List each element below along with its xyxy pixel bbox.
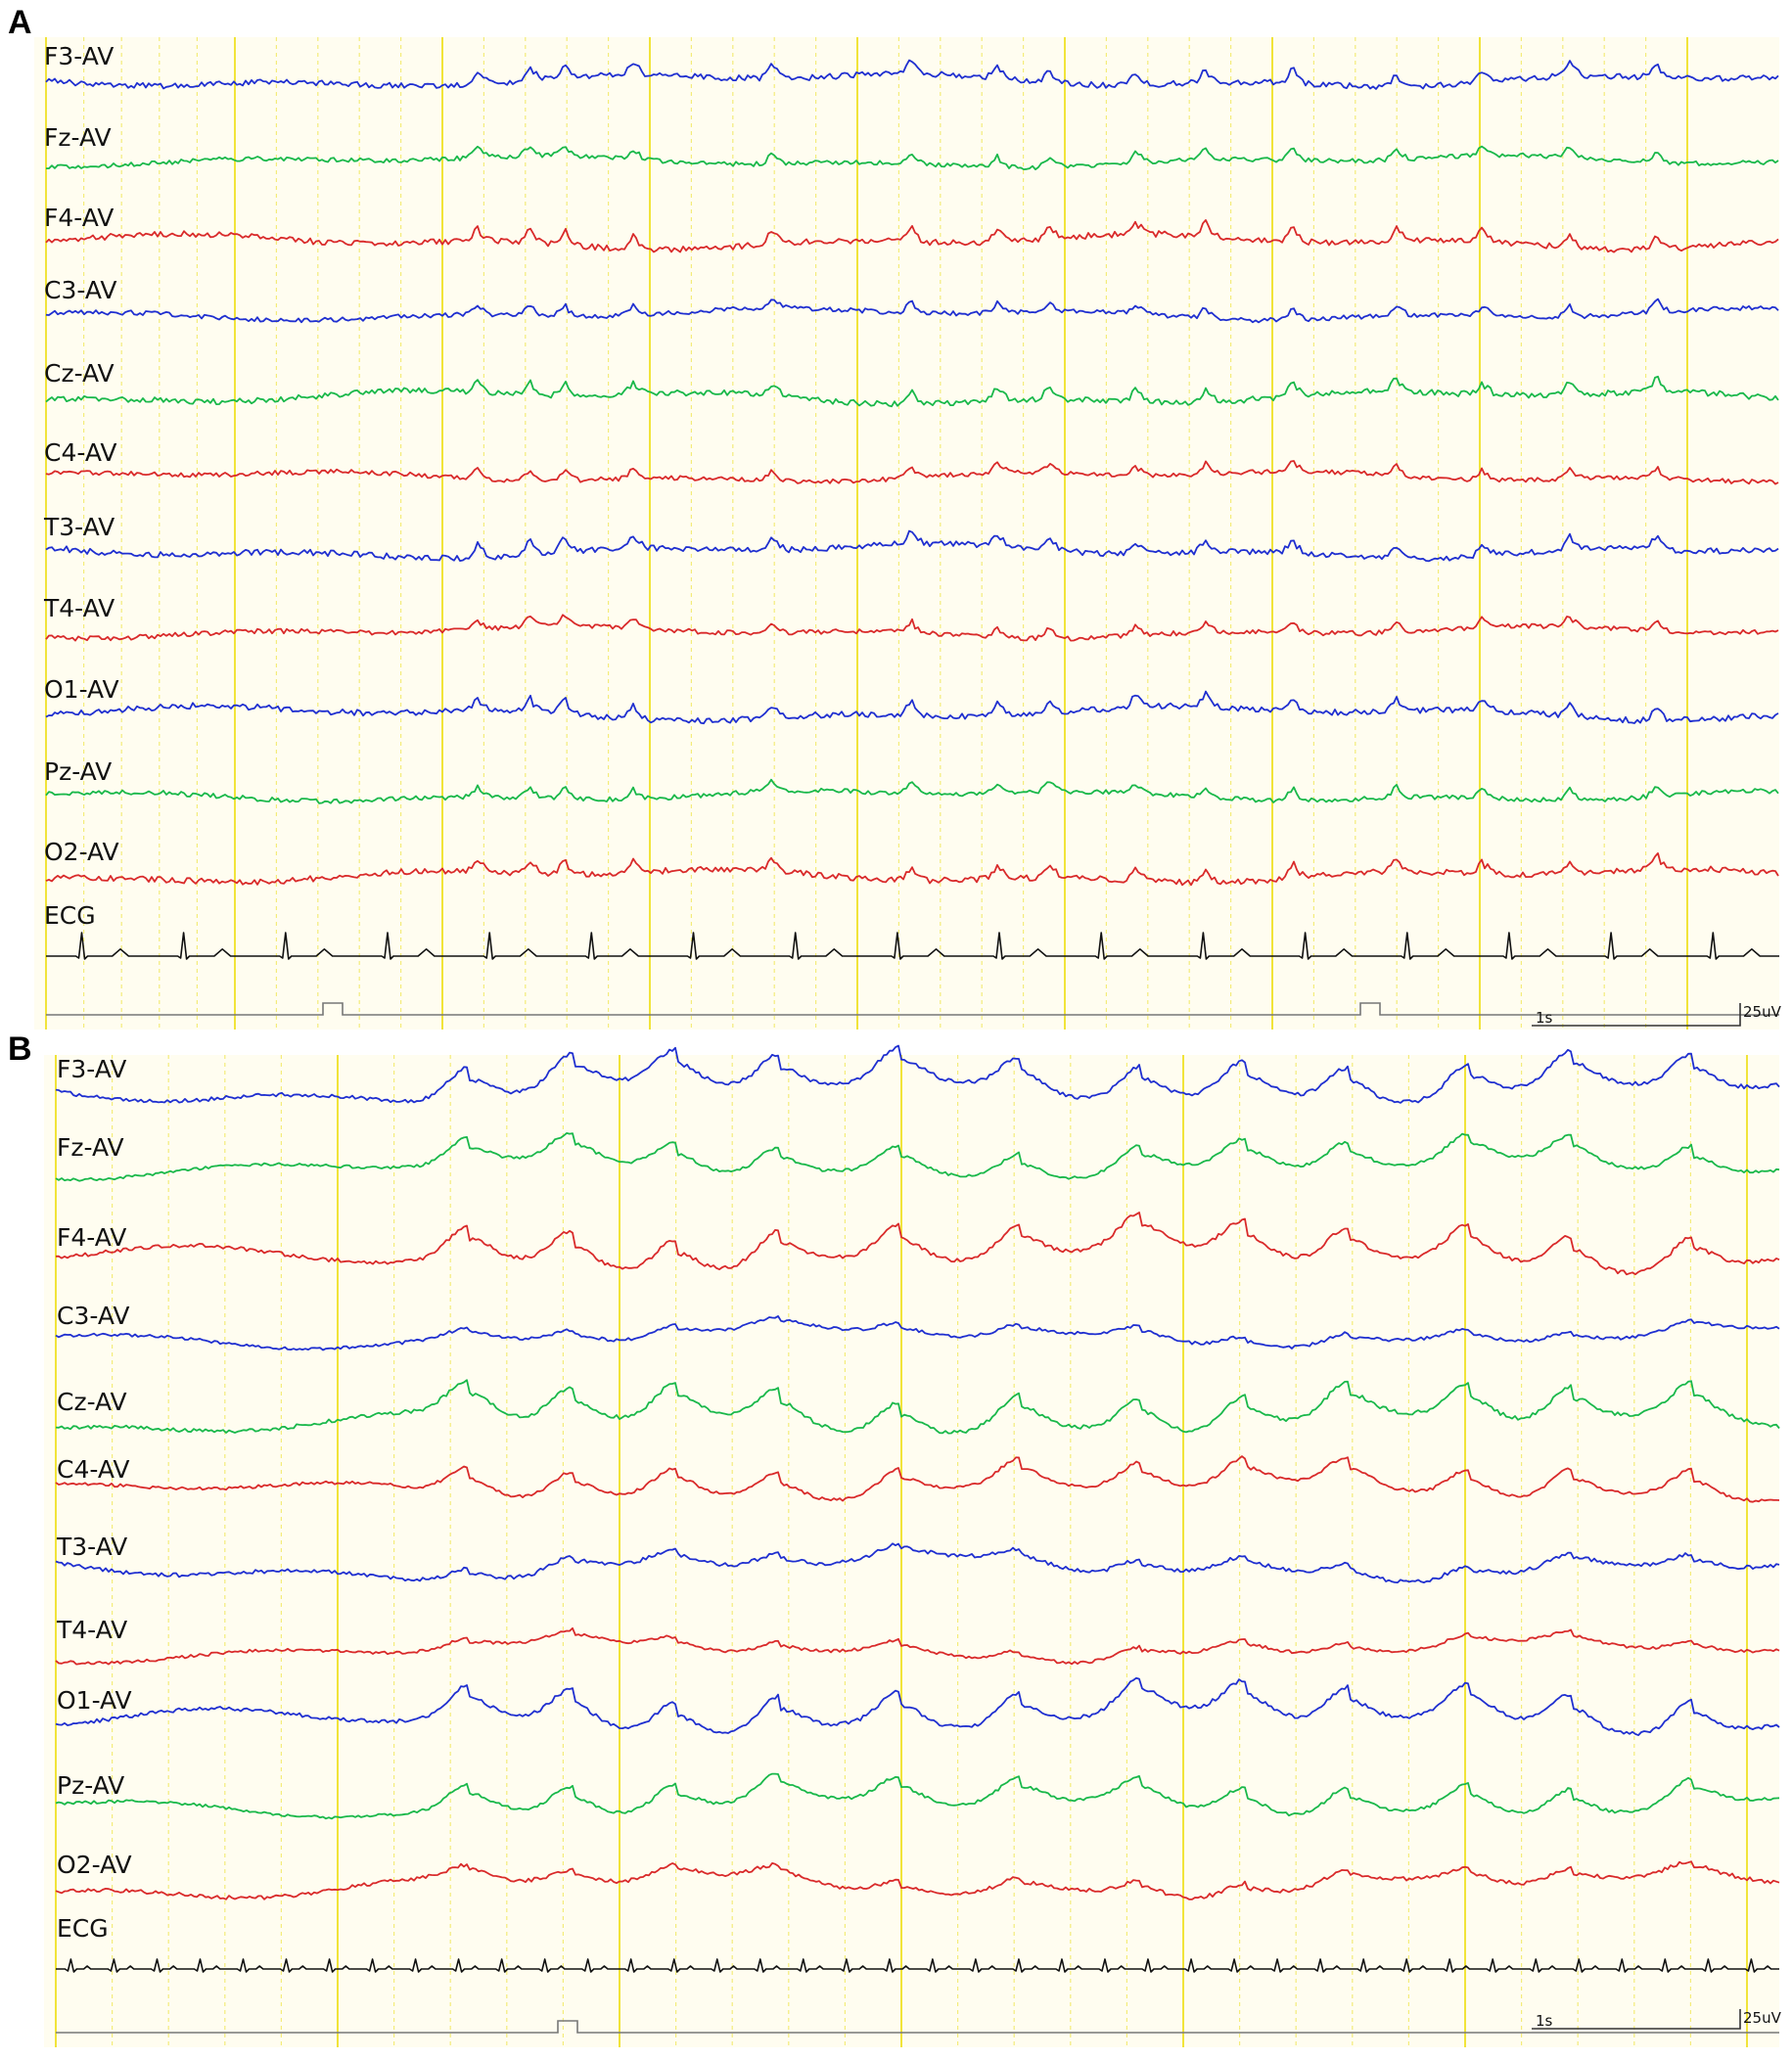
trace-pz-av xyxy=(45,778,1779,804)
channel-label: Fz-AV xyxy=(44,123,112,152)
trace-ecg xyxy=(56,1958,1779,1973)
channel-label: T4-AV xyxy=(43,594,115,622)
scale-bar xyxy=(1532,2009,1741,2030)
channel-label: ECG xyxy=(44,901,96,930)
channel-label: O2-AV xyxy=(44,838,119,866)
channel-label: O1-AV xyxy=(57,1686,132,1715)
trace-fz-av xyxy=(55,1132,1780,1182)
trace-f4-av xyxy=(55,1212,1780,1276)
channel-label: T3-AV xyxy=(56,1533,127,1561)
channel-label: T3-AV xyxy=(43,513,115,541)
channel-label: C4-AV xyxy=(57,1455,129,1484)
channel-label: Cz-AV xyxy=(44,359,115,388)
channel-label: O1-AV xyxy=(44,675,119,704)
trace-c3-av xyxy=(45,298,1779,324)
channel-label: T4-AV xyxy=(56,1616,127,1644)
trace-cz-av xyxy=(55,1379,1780,1435)
trace-o1-av xyxy=(55,1676,1780,1736)
channel-label: C3-AV xyxy=(44,276,116,304)
channel-label: Fz-AV xyxy=(57,1133,124,1162)
trigger-marker-line xyxy=(46,1002,1779,1016)
trace-o1-av xyxy=(45,690,1779,725)
channel-label: C4-AV xyxy=(44,438,116,467)
trace-cz-av xyxy=(45,375,1779,408)
trace-o2-av xyxy=(55,1860,1780,1900)
plot-background xyxy=(44,1055,1779,2047)
trace-t4-av xyxy=(45,614,1779,642)
trace-c4-av xyxy=(45,460,1779,485)
channel-label: Pz-AV xyxy=(44,757,112,786)
amplitude-scale-label: 25uV xyxy=(1743,2009,1782,2027)
trace-pz-av xyxy=(55,1772,1780,1820)
channel-label: F4-AV xyxy=(44,204,114,232)
trace-c4-av xyxy=(55,1455,1780,1503)
trace-ecg xyxy=(46,932,1779,960)
trace-f3-av xyxy=(45,59,1779,90)
trace-t4-av xyxy=(55,1626,1780,1666)
channel-label: F3-AV xyxy=(44,42,114,70)
time-gridlines xyxy=(45,37,1688,1030)
time-gridlines xyxy=(55,1055,1748,2047)
channel-label: F4-AV xyxy=(57,1223,126,1252)
trace-t3-av xyxy=(55,1542,1780,1583)
panel-label-a: A xyxy=(8,4,32,41)
trace-fz-av xyxy=(46,145,1779,170)
eeg-panel-b: F3-AV Fz-AV F4-AV C3-AV Cz-AV C4-AV T3-AV T4-AV… xyxy=(44,1044,1782,2047)
channel-label: ECG xyxy=(57,1914,109,1943)
time-scale-label: 1s xyxy=(1536,1009,1553,1027)
amplitude-scale-label: 25uV xyxy=(1743,1003,1782,1021)
panel-label-b: B xyxy=(8,1030,32,1068)
trace-f4-av xyxy=(45,219,1779,253)
trace-t3-av xyxy=(45,529,1779,563)
channel-label: Pz-AV xyxy=(57,1771,124,1800)
channel-label: O2-AV xyxy=(57,1851,132,1879)
trace-c3-av xyxy=(55,1315,1780,1351)
channel-label: C3-AV xyxy=(57,1302,129,1330)
eeg-panel-a: F3-AV Fz-AV F4-AV C3-AV Cz-AV C4-AV T3-AV T4-AV… xyxy=(34,37,1782,1030)
time-scale-label: 1s xyxy=(1536,2012,1553,2030)
trace-o2-av xyxy=(45,852,1779,887)
channel-label: F3-AV xyxy=(57,1055,126,1083)
trigger-marker-line xyxy=(56,2020,1779,2034)
scale-bar xyxy=(1532,1003,1741,1027)
trace-f3-av xyxy=(55,1044,1780,1104)
channel-label: Cz-AV xyxy=(57,1388,127,1416)
